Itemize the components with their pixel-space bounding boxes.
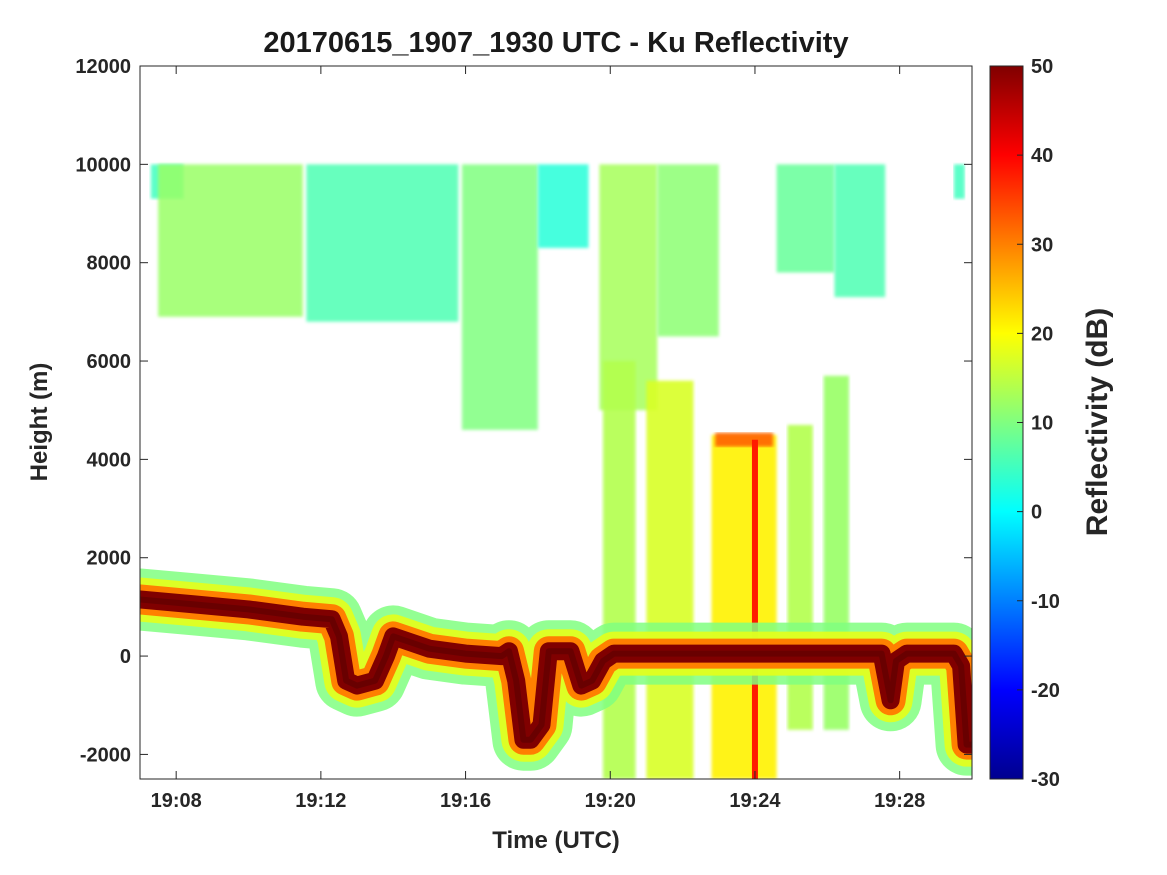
cloud-segment <box>953 164 965 199</box>
precip-column <box>603 361 636 779</box>
x-tick-label: 19:28 <box>874 790 925 812</box>
x-axis-label: Time (UTC) <box>492 827 620 854</box>
colorbar-tick-label: -30 <box>1031 769 1060 791</box>
y-tick-label: 6000 <box>87 351 132 373</box>
y-tick-label: 10000 <box>75 154 131 176</box>
colorbar-tick-label: 10 <box>1031 413 1053 435</box>
y-tick-label: 12000 <box>75 56 131 78</box>
colorbar-tick-label: 20 <box>1031 323 1053 345</box>
melting-layer <box>715 432 774 447</box>
cloud-segment <box>657 164 719 337</box>
precip-column <box>711 434 777 779</box>
precip-column <box>646 380 694 779</box>
colorbar-axis: 50 40 30 20 10 0 -10 -20 -30 <box>1017 56 1060 791</box>
cloud-segment <box>776 164 835 273</box>
x-tick-label: 19:20 <box>585 790 636 812</box>
x-tick-label: 19:08 <box>151 790 202 812</box>
surface-return-core <box>140 596 972 748</box>
cloud-segment <box>158 164 303 317</box>
y-axis-label: Height (m) <box>26 363 53 482</box>
colorbar-tick-label: 30 <box>1031 234 1053 256</box>
x-tick-label: 19:16 <box>440 790 491 812</box>
colorbar-tick-label: -20 <box>1031 680 1060 702</box>
colorbar-tick-label: 40 <box>1031 145 1053 167</box>
y-tick-label: -2000 <box>80 744 131 766</box>
cloud-segment <box>461 164 538 430</box>
cloud-segment <box>306 164 459 322</box>
colorbar-tick-label: -10 <box>1031 591 1060 613</box>
x-tick-label: 19:24 <box>729 790 781 812</box>
y-tick-label: 4000 <box>87 449 132 471</box>
chart-title: 20170615_1907_1930 UTC - Ku Reflectivity <box>263 27 848 59</box>
y-tick-label: 2000 <box>87 548 132 570</box>
y-tick-label: 0 <box>120 646 131 668</box>
x-tick-label: 19:12 <box>295 790 346 812</box>
y-axis: 12000 10000 8000 6000 4000 2000 0 -2000 <box>75 56 972 766</box>
x-axis: 19:08 19:12 19:16 19:20 19:24 19:28 <box>151 66 925 812</box>
cloud-segment <box>537 164 589 248</box>
colorbar-tick-label: 50 <box>1031 56 1053 78</box>
y-tick-label: 8000 <box>87 253 132 275</box>
colorbar-label: Reflectivity (dB) <box>1081 308 1114 536</box>
cloud-segment <box>834 164 886 298</box>
plot-area <box>140 164 972 779</box>
colorbar-tick-label: 0 <box>1031 502 1042 524</box>
plot-frame <box>139 65 973 780</box>
